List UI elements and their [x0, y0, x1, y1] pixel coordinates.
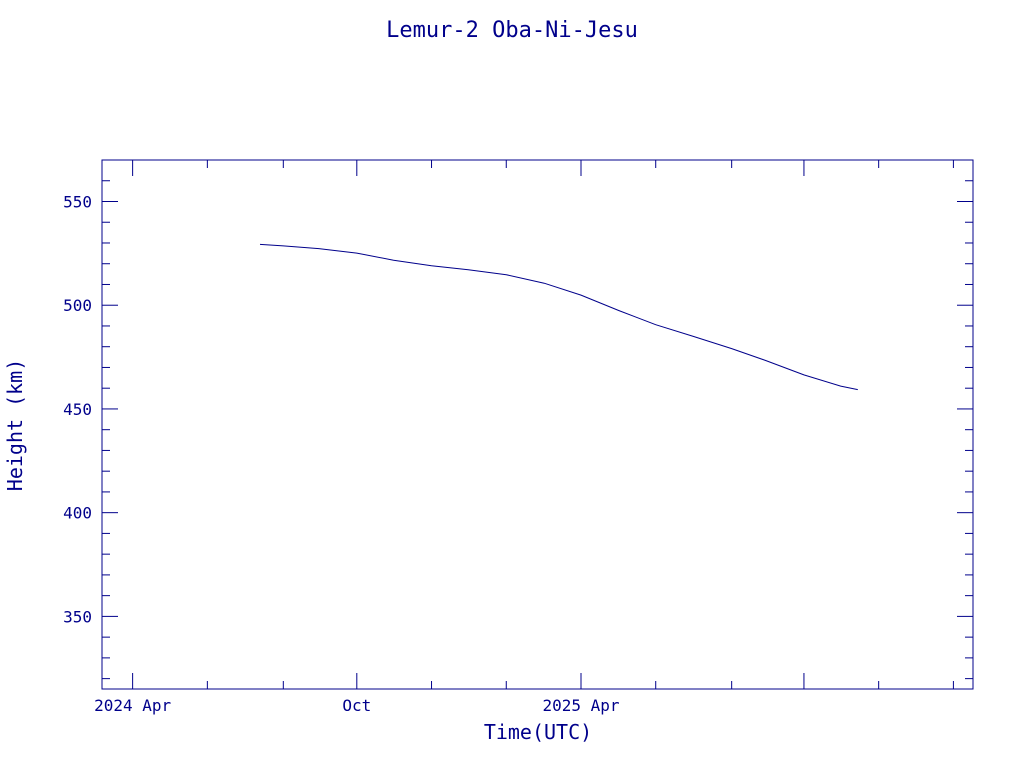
- y-tick-label: 400: [63, 504, 92, 523]
- y-tick-labels: 350 400 450 500 550: [63, 192, 92, 626]
- height-series-line: [259, 243, 858, 391]
- y-axis-label: Height (km): [3, 359, 27, 491]
- axis-ticks: [102, 159, 973, 689]
- y-tick-label: 500: [63, 296, 92, 315]
- x-tick-label: 2024 Apr: [94, 696, 171, 715]
- x-tick-label: Oct: [342, 696, 371, 715]
- x-axis-label: Time(UTC): [484, 720, 592, 744]
- y-tick-label: 550: [63, 192, 92, 211]
- x-tick-label: 2025 Apr: [542, 696, 619, 715]
- x-tick-labels: 2024 Apr Oct 2025 Apr: [94, 696, 620, 715]
- y-tick-label: 350: [63, 607, 92, 626]
- y-tick-label: 450: [63, 400, 92, 419]
- chart-title: Lemur-2 Oba-Ni-Jesu: [386, 18, 638, 43]
- plot-frame: [101, 159, 974, 690]
